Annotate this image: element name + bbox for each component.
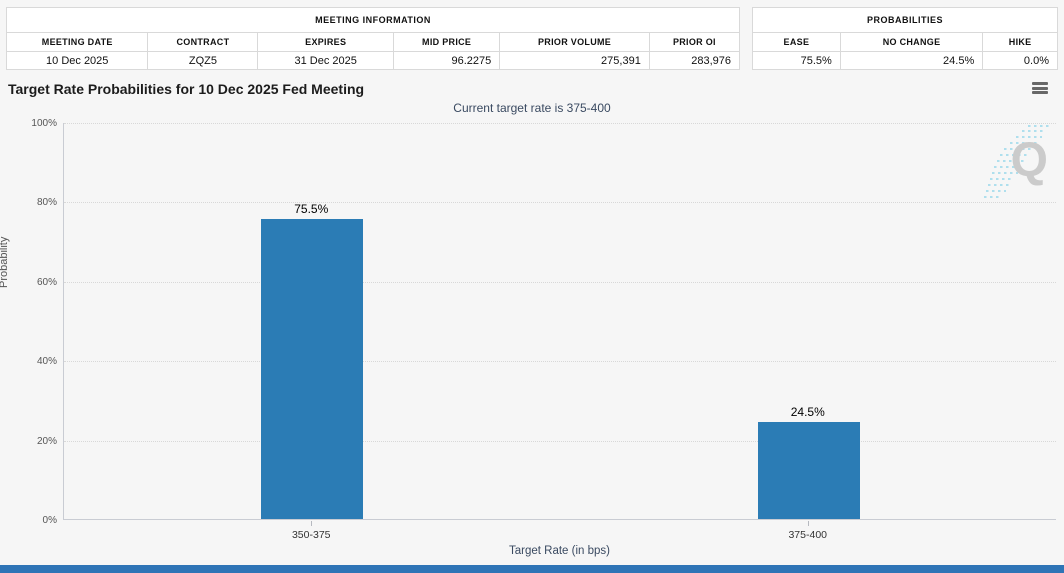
y-tick-label: 100% — [31, 118, 57, 129]
ease-probability-value: 75.5% — [752, 51, 841, 70]
expires-value: 31 Dec 2025 — [257, 51, 394, 70]
hike-probability-value: 0.0% — [982, 51, 1058, 70]
y-gridline — [64, 123, 1056, 124]
footer-accent-bar — [0, 565, 1064, 573]
quikstrike-watermark-logo: Q — [984, 125, 1050, 201]
y-tick-label: 60% — [36, 276, 57, 288]
meeting-information-title: MEETING INFORMATION — [6, 7, 740, 33]
meeting-date-value: 10 Dec 2025 — [5, 51, 149, 70]
bar-data-label: 24.5% — [790, 404, 825, 419]
col-header-contract: CONTRACT — [147, 32, 259, 52]
mid-price-value: 96.2275 — [392, 51, 501, 70]
y-tick-label: 40% — [36, 356, 57, 368]
prior-oi-value: 283,976 — [648, 51, 741, 70]
col-header-expires: EXPIRES — [257, 32, 394, 52]
bar-data-label: 75.5% — [294, 202, 329, 217]
watermark-q-letter: Q — [1010, 134, 1048, 187]
plot-area — [63, 123, 1056, 520]
y-tick-label: 0% — [42, 515, 57, 526]
chart-subtitle: Current target rate is 375-400 — [453, 101, 611, 115]
col-header-prior-volume: PRIOR VOLUME — [499, 32, 650, 52]
meeting-information-table: MEETING INFORMATION MEETING DATE CONTRAC… — [5, 7, 741, 70]
prior-volume-value: 275,391 — [499, 51, 650, 70]
probabilities-table: PROBABILITIES EASE NO CHANGE HIKE 75.5% … — [752, 7, 1058, 70]
table-row: 75.5% 24.5% 0.0% — [752, 51, 1058, 70]
x-axis-tick — [311, 521, 313, 526]
col-header-mid-price: MID PRICE — [392, 32, 501, 52]
y-tick-label: 80% — [36, 197, 57, 209]
probability-bar-350-375[interactable] — [261, 219, 364, 519]
x-axis-tick — [807, 521, 809, 526]
probability-bar-375-400[interactable] — [757, 421, 860, 519]
watermark-hatch-lines — [984, 125, 1050, 198]
col-header-prior-oi: PRIOR OI — [648, 32, 741, 52]
y-gridline — [64, 361, 1056, 363]
col-header-hike: HIKE — [982, 32, 1058, 52]
y-tick-label: 20% — [36, 435, 57, 447]
col-header-no-change: NO CHANGE — [839, 32, 984, 52]
chart-context-menu-icon[interactable] — [1032, 81, 1048, 95]
y-gridline — [64, 281, 1056, 283]
x-category-label: 375-400 — [788, 529, 828, 541]
y-gridline — [64, 440, 1056, 442]
x-axis-title: Target Rate (in bps) — [509, 545, 610, 557]
x-category-label: 350-375 — [291, 529, 331, 541]
contract-value: ZQZ5 — [147, 51, 259, 70]
table-row: 10 Dec 2025 ZQZ5 31 Dec 2025 96.2275 275… — [5, 51, 741, 70]
chart-title: Target Rate Probabilities for 10 Dec 202… — [8, 81, 365, 97]
no-change-probability-value: 24.5% — [839, 51, 984, 70]
fedwatch-probability-chart: Target Rate Probabilities for 10 Dec 202… — [0, 75, 1064, 565]
top-tables-row: MEETING INFORMATION MEETING DATE CONTRAC… — [5, 7, 1058, 70]
col-header-ease: EASE — [752, 32, 841, 52]
probabilities-title: PROBABILITIES — [752, 7, 1058, 33]
col-header-meeting-date: MEETING DATE — [5, 32, 149, 52]
y-gridline — [64, 202, 1056, 204]
